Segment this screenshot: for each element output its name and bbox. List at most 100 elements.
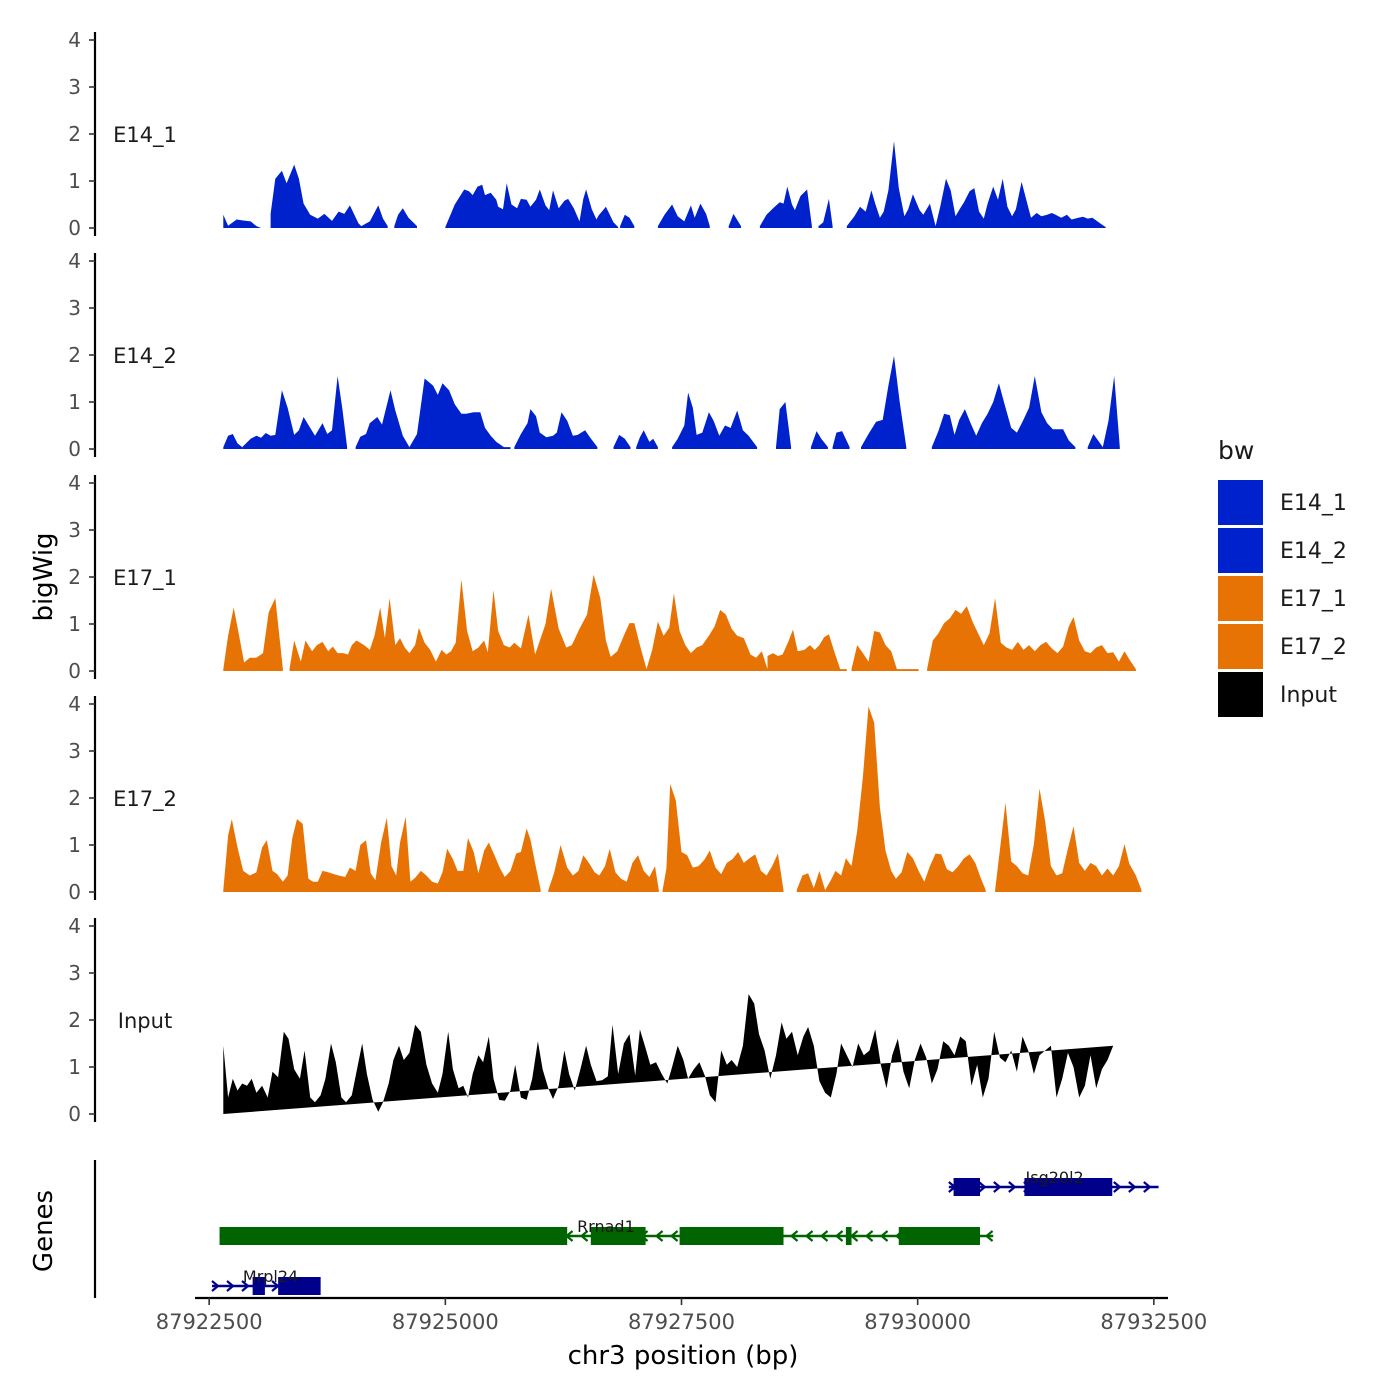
x-tick-label: 87932500 bbox=[1100, 1310, 1207, 1334]
track-label: E14_2 bbox=[113, 344, 177, 369]
coverage-area-E14_2-14 bbox=[1087, 434, 1103, 449]
gene-exon bbox=[953, 1178, 981, 1196]
coverage-area-E14_2-7 bbox=[636, 430, 658, 449]
coverage-area-E14_1-4 bbox=[445, 183, 619, 228]
x-axis: 87922500 87925000 87927500 87930000 87932500 bbox=[156, 1296, 1207, 1334]
gene-label: Rrnad1 bbox=[577, 1217, 635, 1236]
y-tick-label: 3 bbox=[68, 75, 81, 99]
coverage-area-E14_1-1 bbox=[223, 214, 262, 228]
coverage-area-E14_2-6 bbox=[613, 434, 631, 449]
gene-exon bbox=[898, 1227, 981, 1245]
track-label: E14_1 bbox=[113, 123, 177, 148]
strand-chevron bbox=[819, 1230, 829, 1242]
coverage-area-E14_2-1 bbox=[223, 434, 243, 449]
genes-axis-title: Genes bbox=[29, 1190, 59, 1272]
y-tick-label: 1 bbox=[68, 169, 81, 193]
coverage-area-E17_1-4 bbox=[767, 629, 847, 671]
strand-chevron bbox=[1113, 1181, 1122, 1193]
coverage-area-E17_2-4 bbox=[796, 870, 826, 892]
strand-chevron bbox=[654, 1230, 664, 1242]
gene-Rrnad1: Rrnad1 bbox=[219, 1217, 994, 1245]
track-E14_2: 0 1 2 3 4 E14_2 bbox=[68, 249, 1120, 461]
legend: bw E14_1 E14_2 E17_1 E17_2 Input bbox=[1218, 436, 1347, 717]
coverage-area-E14_2-15 bbox=[1102, 376, 1120, 449]
track-label: E17_1 bbox=[113, 566, 177, 591]
coverage-area-Input-1 bbox=[223, 994, 1114, 1114]
y-tick-label: 2 bbox=[68, 122, 81, 146]
y-tick-label: 1 bbox=[68, 612, 81, 636]
strand-chevron bbox=[669, 1230, 679, 1242]
coverage-area-E14_2-11 bbox=[832, 431, 850, 449]
y-tick-label: 1 bbox=[68, 390, 81, 414]
y-tick-label: 2 bbox=[68, 343, 81, 367]
y-tick-label: 2 bbox=[68, 1008, 81, 1032]
track-E17_1: 0 1 2 3 4 E17_1 bbox=[68, 471, 1136, 683]
gene-label: Mrpl24 bbox=[243, 1267, 298, 1286]
strand-chevron bbox=[211, 1280, 220, 1292]
y-tick-label: 0 bbox=[68, 216, 81, 240]
coverage-area-E14_1-2 bbox=[270, 164, 388, 228]
y-tick-label: 0 bbox=[68, 659, 81, 683]
legend-title: bw bbox=[1218, 436, 1254, 465]
y-tick-label: 2 bbox=[68, 786, 81, 810]
coverage-area-E17_1-2 bbox=[289, 574, 630, 671]
coverage-area-E17_1-6 bbox=[927, 598, 1136, 671]
gene-exon bbox=[679, 1227, 784, 1245]
y-tick-label: 0 bbox=[68, 1102, 81, 1126]
gene-exon bbox=[278, 1277, 321, 1295]
coverage-area-E14_1-8 bbox=[759, 186, 812, 228]
strand-chevron bbox=[1008, 1181, 1017, 1193]
y-tick-label: 3 bbox=[68, 739, 81, 763]
legend-key-E17_2 bbox=[1218, 624, 1263, 669]
coverage-area-E14_2-4 bbox=[409, 378, 511, 449]
legend-key-E17_1 bbox=[1218, 576, 1263, 621]
coverage-area-E14_1-3 bbox=[394, 208, 417, 228]
strand-chevron bbox=[789, 1230, 799, 1242]
strand-chevron bbox=[271, 1280, 280, 1292]
track-Input: 0 1 2 3 4 Input bbox=[68, 914, 1114, 1126]
legend-label-Input: Input bbox=[1280, 683, 1337, 708]
gene-Mrpl24: Mrpl24 bbox=[211, 1267, 321, 1295]
x-tick-label: 87930000 bbox=[864, 1310, 971, 1334]
strand-chevron bbox=[849, 1230, 859, 1242]
y-tick-label: 4 bbox=[68, 914, 81, 938]
legend-key-Input bbox=[1218, 672, 1263, 717]
gene-label: Isg20l2 bbox=[1026, 1168, 1084, 1187]
coverage-area-E17_2-3 bbox=[662, 783, 784, 892]
strand-chevron bbox=[864, 1230, 874, 1242]
coverage-area-E14_2-8 bbox=[672, 392, 758, 449]
coverage-area-E14_2-5 bbox=[514, 409, 598, 449]
y-tick-label: 3 bbox=[68, 961, 81, 985]
gene-exon bbox=[219, 1227, 568, 1245]
strand-chevron bbox=[984, 1230, 994, 1242]
coverage-area-E14_1-7 bbox=[728, 213, 741, 228]
gene-exon bbox=[845, 1227, 852, 1245]
x-axis-title: chr3 position (bp) bbox=[568, 1341, 799, 1371]
y-tick-label: 2 bbox=[68, 565, 81, 589]
y-tick-label: 1 bbox=[68, 833, 81, 857]
coverage-area-E14_1-10 bbox=[846, 141, 1106, 228]
coverage-area-E14_1-6 bbox=[657, 203, 710, 228]
gene-exon bbox=[590, 1227, 646, 1245]
gene-exon bbox=[1024, 1178, 1113, 1196]
coverage-area-E17_2-6 bbox=[995, 788, 1142, 892]
coverage-area-E17_2-2 bbox=[548, 845, 659, 892]
strand-chevron bbox=[241, 1280, 250, 1292]
y-tick-label: 1 bbox=[68, 1055, 81, 1079]
coverage-area-E14_2-9 bbox=[776, 402, 792, 449]
strand-chevron bbox=[226, 1280, 235, 1292]
legend-label-E14_2: E14_2 bbox=[1280, 539, 1347, 564]
legend-label-E17_1: E17_1 bbox=[1280, 587, 1347, 612]
y-tick-label: 4 bbox=[68, 471, 81, 495]
legend-key-E14_1 bbox=[1218, 480, 1263, 525]
y-tick-label: 4 bbox=[68, 28, 81, 52]
coverage-area-E17_2-1 bbox=[223, 816, 541, 892]
coverage-area-E14_2-10 bbox=[810, 431, 828, 449]
coverage-tracks: 0 1 2 3 4 E14_1 0 1 2 3 4 E14_2 0 1 2 3 4 E17_1 0 1 2 3 4 E17_2… bbox=[68, 28, 1142, 1126]
coverage-area-E14_2-2 bbox=[242, 376, 348, 449]
coverage-area-E14_1-5 bbox=[620, 214, 635, 228]
legend-label-E14_1: E14_1 bbox=[1280, 491, 1347, 516]
legend-label-E17_2: E17_2 bbox=[1280, 635, 1347, 660]
coverage-area-E17_1-3 bbox=[629, 593, 768, 671]
